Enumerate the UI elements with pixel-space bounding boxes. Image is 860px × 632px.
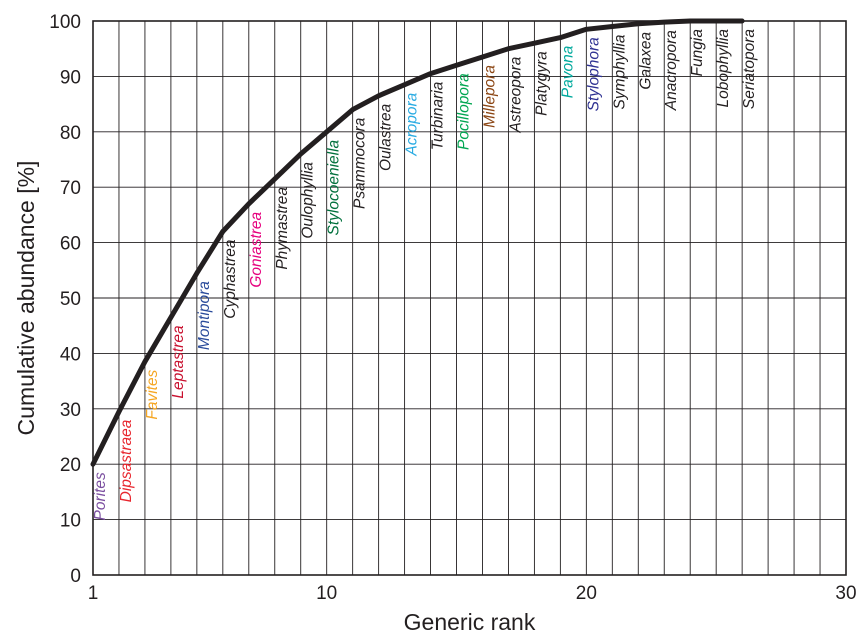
genus-label: Psammocora [352,117,369,209]
y-tick-label: 80 [60,123,81,144]
genus-label: Lobophyllia [715,29,732,108]
genus-label: Leptastrea [170,325,187,399]
genus-label: Stylophora [585,37,602,111]
y-tick-label: 20 [60,455,81,476]
plot-frame [92,20,847,576]
genus-label: Pavona [559,45,576,98]
y-axis-title: Cumulative abundance [%] [13,161,39,436]
genus-label: Stylocoeniella [326,139,343,235]
x-axis-title: Generic rank [404,609,536,632]
y-tick-label: 10 [60,511,81,532]
x-tick-label: 20 [576,583,597,604]
y-tick-label: 30 [60,400,81,421]
y-axis-ticks: 0 10 20 30 40 50 60 70 80 90 100 [49,12,81,587]
y-tick-label: 70 [60,178,81,199]
series-line-cumulative [90,18,745,467]
genus-label: Oulophyllia [300,162,317,239]
x-axis-ticks: 1 10 20 30 [88,583,857,604]
genus-label: Acropora [404,92,421,156]
genus-label: Symphyllia [611,34,628,109]
y-tick-label: 50 [60,289,81,310]
x-tick-label: 30 [835,583,856,604]
genus-label: Galaxea [637,31,654,89]
genus-label: Montipora [196,281,213,350]
genus-label: Dipsastraea [118,419,135,502]
genus-label: Oulastrea [378,103,395,171]
genus-labels: Porites Dipsastraea Favites Leptastrea Monti… [92,29,758,521]
genus-label: Seriatopora [741,29,758,110]
y-tick-label: 40 [60,344,81,365]
genus-label: Anacropora [663,30,680,112]
genus-label: Fungia [689,29,706,77]
genus-label: Favites [144,369,161,419]
genus-label: Turbinaria [430,81,447,150]
x-tick-label: 1 [88,583,99,604]
genus-label: Astreopora [507,56,524,133]
x-tick-label: 10 [316,583,337,604]
genus-label: Goniastrea [248,211,265,287]
y-tick-label: 0 [70,566,81,587]
y-tick-label: 100 [49,12,81,33]
y-tick-label: 90 [60,67,81,88]
genus-label: Phymastrea [274,187,291,270]
genus-label: Porites [92,472,109,520]
y-tick-label: 60 [60,234,81,255]
genus-label: Millepora [482,65,499,128]
genus-label: Platygyra [533,51,550,116]
grid-lines [93,21,846,575]
genus-label: Cyphastrea [222,239,239,319]
genus-label: Pocillopora [456,73,473,150]
